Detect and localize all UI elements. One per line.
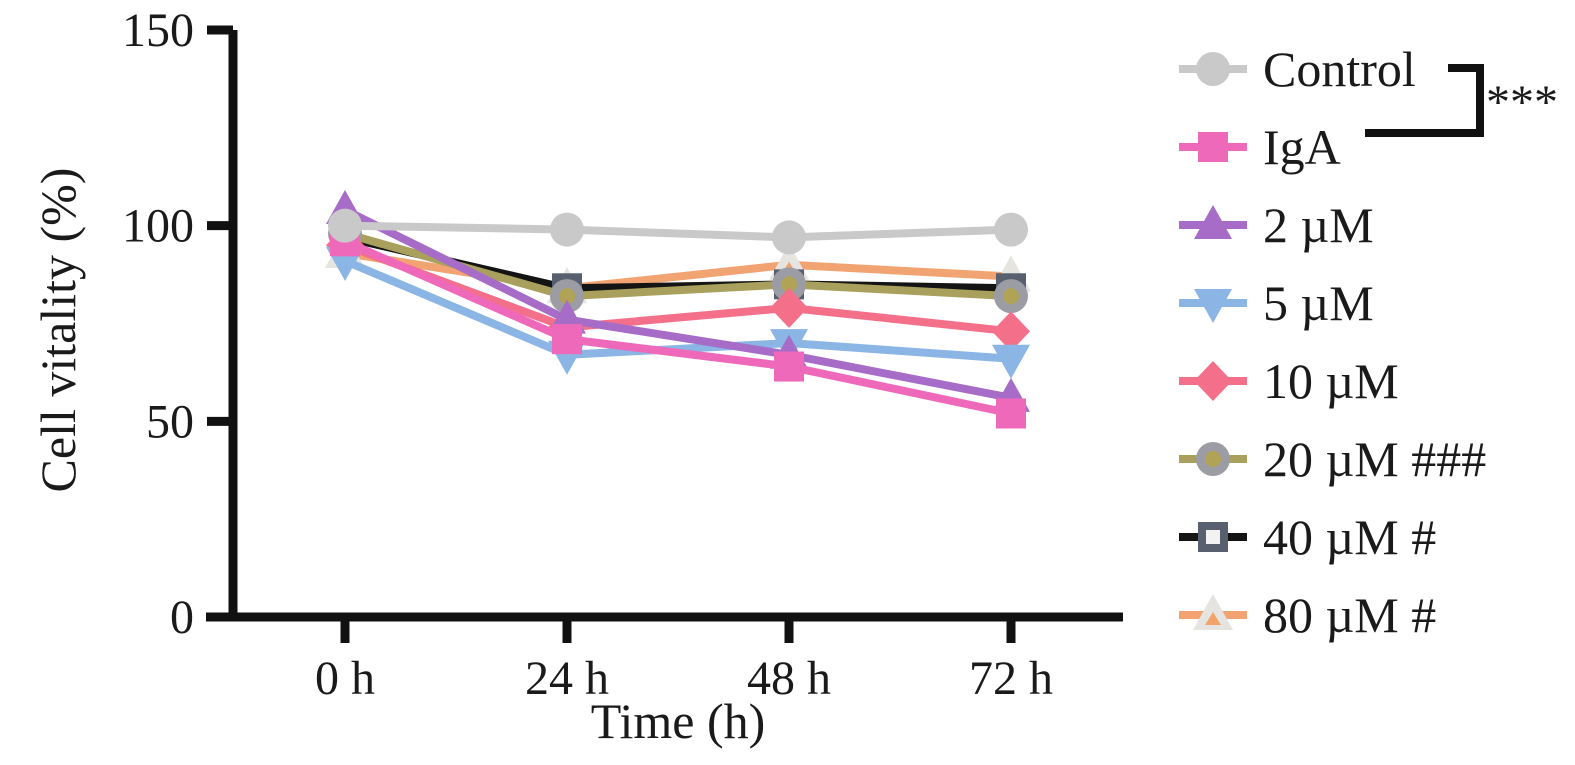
legend-marker-glyph [1194,289,1232,323]
legend-marker-icon [1179,522,1247,552]
series-control-marker [994,212,1028,247]
legend: Control IgA 2 µM 5 µM 10 µM 20 µM ### 40 µM # 8… [1178,30,1486,654]
series-iga-marker [996,398,1026,429]
series-control-line [344,221,1012,242]
x-tick-label: 24 h [525,652,609,705]
y-tick-label: 0 [170,591,194,644]
legend-marker-icon [1179,289,1247,323]
legend-item-40-m: 40 µM # [1178,498,1486,576]
legend-item-2-m: 2 µM [1178,186,1486,264]
legend-item-10-m: 10 µM [1178,342,1486,420]
legend-item-20-m: 20 µM ### [1178,420,1486,498]
series-20-m-marker [550,279,584,314]
legend-item-label: 10 µM [1263,353,1399,409]
y-axis-title: Cell vitality (%) [30,167,86,493]
series-control-marker [772,220,806,255]
legend-item-label: Control [1263,41,1416,97]
x-tick-label: 48 h [747,652,831,705]
significance-bracket [1365,64,1484,137]
legend-marker-glyph [1194,205,1232,239]
legend-marker-glyph [1193,594,1233,630]
series-10-m-marker [770,287,808,328]
legend-marker-glyph [1196,442,1230,476]
series-20-m-marker [994,279,1028,314]
legend-item-iga: IgA [1178,108,1486,186]
x-tick-label: 72 h [969,652,1053,705]
series-control [328,208,1028,255]
series-iga-line [343,237,1012,418]
legend-marker-icon [1179,361,1247,401]
legend-item-label: 20 µM ### [1263,431,1487,487]
legend-item-label: 80 µM # [1263,587,1437,643]
legend-item-label: 2 µM [1263,197,1374,253]
legend-marker-glyph [1196,52,1230,86]
series-5-m-marker [992,344,1030,379]
legend-marker-icon [1179,52,1247,86]
legend-item-5-m: 5 µM [1178,264,1486,342]
y-tick-label: 150 [122,4,194,57]
x-axis-title: Time (h) [590,693,766,749]
legend-marker-icon [1179,594,1247,630]
series-80-m-line [344,249,1012,293]
legend-item-label: 40 µM # [1263,509,1437,565]
significance-stars: *** [1486,76,1558,129]
series-iga-marker [774,351,804,382]
legend-item-label: 5 µM [1263,275,1374,331]
series-control-marker [328,208,362,243]
legend-marker-glyph [1194,361,1232,401]
y-tick-label: 50 [146,395,194,448]
series-control-marker [550,212,584,247]
legend-item-label: IgA [1263,119,1341,175]
legend-marker-icon [1179,442,1247,476]
legend-marker-glyph [1198,132,1228,162]
legend-marker-glyph [1198,522,1228,552]
series-10-m-marker [992,311,1030,352]
series-2-m-line [343,206,1012,402]
series-20-m-marker [772,267,806,302]
x-tick-label: 0 h [315,652,375,705]
legend-item-control: Control [1178,30,1486,108]
y-tick-label: 100 [122,200,194,253]
legend-marker-icon [1179,132,1247,162]
series-iga-marker [552,324,582,355]
legend-marker-icon [1179,205,1247,239]
legend-item-80-m: 80 µM # [1178,576,1486,654]
